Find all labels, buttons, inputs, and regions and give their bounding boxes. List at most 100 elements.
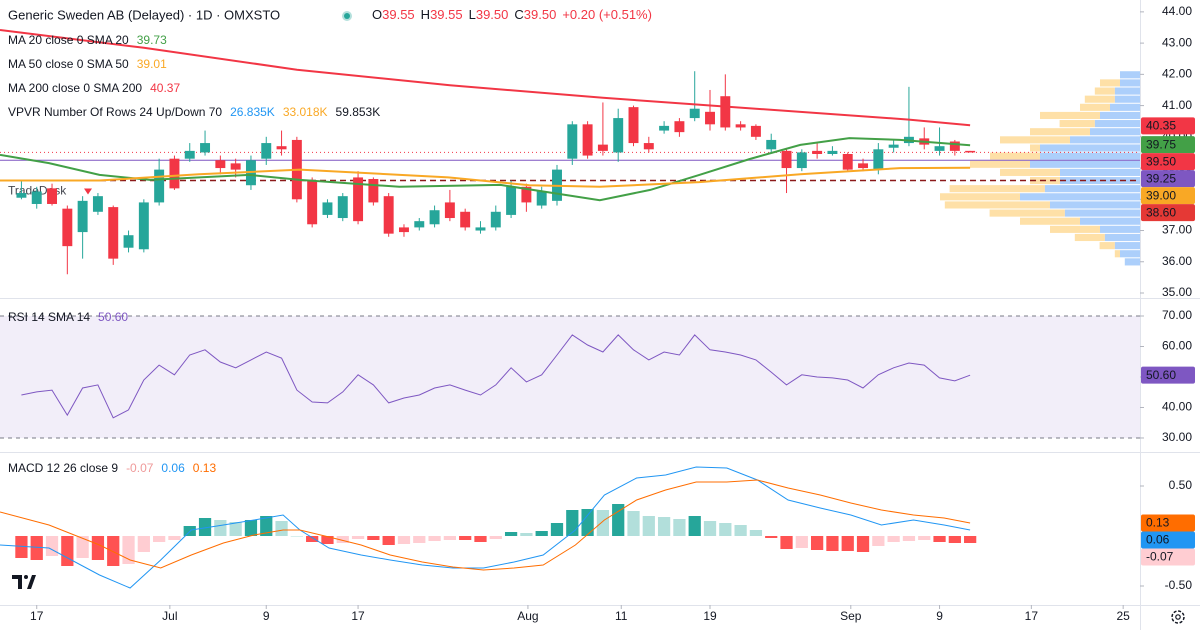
candle-body [521, 186, 532, 203]
macd-histogram-bar [367, 536, 380, 540]
macd-histogram-bar [811, 536, 824, 550]
macd-histogram-bar [780, 536, 793, 549]
vp-down [990, 152, 1040, 160]
macd-histogram-bar [45, 536, 59, 556]
vp-down [1030, 144, 1040, 152]
candle-body [888, 144, 899, 148]
x-tick-label: 11 [615, 609, 628, 623]
macd-histogram-bar [765, 536, 778, 538]
candle-body [31, 191, 42, 204]
vp-down [944, 201, 1050, 209]
legend: VPVR Number Of Rows 24 Up/Down 70 26.835K… [8, 105, 380, 119]
y-tick-label: 30.00 [1162, 430, 1192, 444]
vp-down [940, 193, 1020, 201]
candle-body [812, 150, 823, 154]
candle-body [659, 125, 670, 131]
vp-up [1040, 144, 1140, 152]
candle-body [643, 143, 654, 150]
vp-up [1120, 250, 1140, 258]
x-tick-label: Aug [517, 609, 538, 623]
candle-body [735, 124, 746, 128]
macd-histogram-bar [795, 536, 808, 548]
macd-histogram-bar [902, 536, 916, 541]
price-tag [1141, 531, 1195, 549]
vp-down [989, 209, 1065, 217]
ma-line [0, 137, 971, 202]
price-tag [1141, 366, 1195, 384]
macd-histogram-bar [474, 536, 487, 542]
macd-histogram-bar [719, 523, 732, 536]
legend-item: MA 200 close 0 SMA 200 [8, 81, 142, 95]
ohlc-value: 39.55 [382, 7, 415, 22]
candle-body [506, 186, 517, 215]
vp-up [1100, 225, 1140, 233]
price-tag [1141, 548, 1195, 566]
ohlc-change: +0.20 (+0.51%) [562, 7, 652, 22]
candle-body [858, 163, 869, 169]
x-tick-label: 17 [30, 609, 44, 623]
price-tag-label: 38.60 [1146, 205, 1176, 219]
candle-body [781, 150, 792, 169]
vp-up [1070, 136, 1140, 144]
candle-body [429, 210, 440, 225]
vp-down [1074, 233, 1105, 242]
candle-body [230, 163, 241, 170]
candle-body [169, 158, 180, 189]
candle-body [873, 149, 884, 170]
macd-histogram-bar [703, 521, 717, 536]
tv-logo [10, 570, 38, 592]
candle-body [77, 200, 88, 233]
y-tick-label: 36.00 [1162, 254, 1192, 268]
ma-line [0, 166, 971, 188]
settings-icon[interactable] [1171, 610, 1185, 624]
macd-histogram-bar [107, 536, 120, 566]
candle-body [460, 211, 471, 228]
vp-down [949, 185, 1045, 193]
candle-body [965, 150, 976, 153]
macd-histogram-bar [964, 536, 977, 543]
legend: RSI 14 SMA 14 50.60 [8, 310, 128, 324]
x-tick-label: Jul [162, 609, 177, 623]
candle-body [353, 177, 364, 222]
vp-up [1114, 87, 1140, 95]
vp-up [1044, 185, 1140, 193]
ohlc-value: 39.55 [430, 7, 463, 22]
macd-histogram-bar [612, 504, 625, 536]
macd-histogram-bar [627, 511, 640, 536]
candle-body [582, 124, 593, 156]
vp-up [1124, 258, 1140, 266]
vp-up [1064, 209, 1140, 217]
macd-histogram-bar [336, 536, 349, 543]
macd-histogram-bar [887, 536, 900, 542]
macd-histogram-bar [459, 536, 472, 540]
candle-body [628, 107, 639, 144]
vp-up [1110, 103, 1140, 111]
macd-histogram-bar [918, 536, 931, 540]
legend: MA 20 close 0 SMA 20 39.73 [8, 33, 167, 47]
macd-histogram-bar [351, 536, 365, 539]
legend-item: RSI 14 SMA 14 [8, 310, 90, 324]
y-tick-label: 40.00 [1162, 400, 1192, 414]
candle-body [200, 143, 211, 153]
vp-down [1030, 128, 1090, 136]
candle-body [414, 221, 425, 228]
overlay: Generic Sweden AB (Delayed) · 1D · OMXST… [8, 4, 1195, 623]
candle-body [108, 207, 119, 259]
candle-body [47, 188, 57, 204]
candle-body [750, 125, 761, 137]
vp-down [970, 160, 1030, 168]
macd-histogram-bar [321, 536, 334, 544]
macd-histogram-bar [397, 536, 411, 544]
macd-histogram-bar [657, 517, 671, 536]
candle-body [123, 235, 134, 248]
macd-histogram-bar [306, 536, 319, 542]
macd-histogram-bar [413, 536, 426, 543]
legend: MA 200 close 0 SMA 200 40.37 [8, 81, 180, 95]
price-tag-label: 39.50 [1146, 154, 1176, 168]
candle-body [322, 202, 333, 215]
vp-down [1020, 217, 1080, 225]
candle-body [842, 153, 853, 170]
rsi-line [21, 334, 971, 419]
legend-item: MA 50 close 0 SMA 50 [8, 57, 129, 71]
